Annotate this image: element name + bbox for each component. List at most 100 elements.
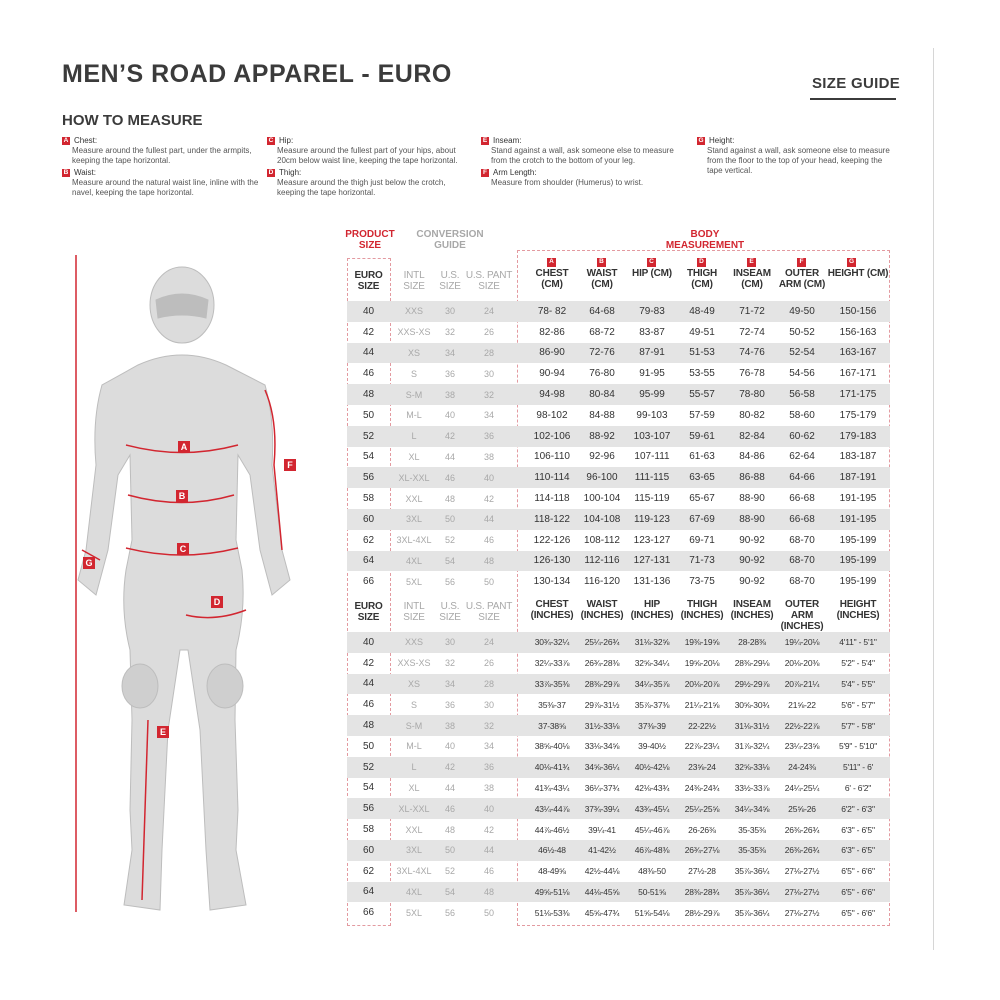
conversion-cell: 50	[483, 907, 494, 918]
measurement-cell: 127-131	[633, 555, 671, 567]
euro-size-cell: 48	[362, 389, 375, 401]
measurement-cell: 107-111	[634, 451, 670, 463]
instruction-text: Stand against a wall, ask someone else t…	[707, 146, 890, 175]
measurement-cell: 80-84	[589, 389, 615, 401]
conversion-cell: XXL	[405, 493, 423, 504]
page-title: MEN’S ROAD APPAREL - EURO	[62, 60, 452, 88]
conversion-cell: 56	[444, 576, 455, 587]
instruction-label: Thigh:	[279, 168, 302, 177]
measurement-cell: 38⅝-40⅛	[534, 741, 570, 752]
measurement-cell: 27⅛-27½	[784, 907, 820, 918]
measurement-cell: 66-68	[789, 493, 815, 505]
table-row: 62 3XL-4XL 52 46 48-49⅝ 42½-44⅛ 48⅜-50 27½-28 35…	[347, 861, 890, 882]
measurement-cell: 49-51	[689, 326, 715, 338]
measurement-cell: 20⅛-20⅜	[784, 658, 820, 669]
conversion-cell: 52	[444, 866, 455, 877]
measurement-cell: 28⅜-29⅛	[734, 658, 770, 669]
table-row: 66 5XL 56 50 130-134 116-120 131-136 73-75 90-92…	[347, 571, 890, 592]
measurement-cell: 43¾-45¼	[634, 803, 670, 814]
measure-letter-badge: C	[647, 258, 656, 267]
conversion-cell: 44	[483, 514, 494, 525]
euro-size-cell: 66	[362, 907, 375, 919]
instruction-text: Stand against a wall, ask someone else t…	[491, 146, 674, 165]
measurement-cell: 21¼-21⅝	[684, 699, 720, 710]
instruction-label: Chest:	[74, 136, 98, 145]
conversion-cell: 44	[444, 782, 455, 793]
conversion-cell: 40	[483, 472, 494, 483]
conversion-cell: 3XL	[405, 514, 422, 525]
conversion-cell: L	[411, 762, 417, 773]
measurement-cell: 94-98	[539, 389, 565, 401]
measurement-cell: 90-92	[739, 576, 765, 588]
measurement-cell: 64-68	[589, 305, 615, 317]
conversion-cell: 28	[483, 678, 494, 689]
measurement-cell: 74-76	[739, 347, 765, 359]
instruction-item: G Height: Stand against a wall, ask someon…	[697, 136, 897, 176]
measurement-cell: 39¼-41	[588, 824, 616, 835]
instruction-label: Hip:	[279, 136, 294, 145]
instruction-text: Measure around the fullest part of your …	[277, 146, 458, 165]
measurement-cell: 32¼-33⅞	[534, 658, 570, 669]
conversion-cell: XL-XXL	[398, 803, 430, 814]
conversion-cell: 46	[483, 535, 494, 546]
measure-letter-badge: F	[481, 169, 489, 177]
measurement-cell: 24-24⅜	[788, 762, 816, 773]
column-header: CHEST (CM)	[535, 268, 569, 290]
conversion-cell: 38	[444, 720, 455, 731]
measurement-cell: 67-69	[689, 513, 715, 525]
measurement-cell: 92-96	[589, 451, 615, 463]
measurement-cell: 28⅜-28¾	[684, 886, 720, 897]
measurement-cell: 61-63	[689, 451, 715, 463]
size-guide-label: SIZE GUIDE	[812, 75, 901, 92]
measurement-cell: 191-195	[839, 493, 877, 505]
column-header: U.S. PANT SIZE	[465, 270, 513, 292]
conversion-cell: 40	[444, 741, 455, 752]
measurement-cell: 90-92	[739, 534, 765, 546]
table-row: 64 4XL 54 48 49⅝-51⅛ 44⅛-45⅝ 50-51⅝ 28⅜-28¾ 35⅞-…	[347, 881, 890, 903]
measurement-cell: 6'5" - 6'6"	[841, 866, 875, 877]
conversion-cell: 30	[483, 368, 494, 379]
measurement-cell: 48-49	[689, 305, 715, 317]
product-size-header: PRODUCT SIZE	[345, 229, 395, 251]
measurement-cell: 19¼-20⅛	[784, 637, 820, 648]
measurement-cell: 44⅛-45⅝	[584, 886, 620, 897]
conversion-cell: 5XL	[405, 907, 422, 918]
euro-size-cell: 46	[362, 368, 375, 380]
measurement-cell: 100-104	[583, 493, 621, 505]
measurement-cell: 23⅝-24	[688, 762, 716, 773]
measurement-cell: 71-73	[689, 555, 715, 567]
column-header: OUTER ARM (INCHES)	[780, 599, 824, 632]
conversion-cell: 54	[444, 886, 455, 897]
measurement-cell: 46½-48	[538, 845, 566, 856]
table-row: 54 XL 44 38 106-110 92-96 107-111 61-63 84-86 62-…	[347, 447, 890, 468]
table-row: 44 XS 34 28 86-90 72-76 87-91 51-53 74-76 52-54 16…	[347, 342, 890, 364]
measure-letter-badge: C	[267, 137, 275, 145]
euro-size-cell: 52	[362, 761, 375, 773]
measurement-cell: 51⅛-53⅜	[534, 907, 570, 918]
instruction-column: E Inseam: Stand against a wall, ask someon…	[481, 136, 681, 188]
measurement-cell: 6'3" - 6'5"	[841, 824, 875, 835]
measurement-cell: 102-106	[533, 430, 571, 442]
measurement-cell: 72-76	[589, 347, 615, 359]
figure-label-d: D	[211, 596, 223, 608]
measurement-cell: 31⅛-32⅝	[634, 637, 670, 648]
conversion-cell: 50	[444, 514, 455, 525]
euro-size-cell: 48	[362, 720, 375, 732]
euro-size-cell: 64	[362, 555, 375, 567]
measurement-cell: 6'2" - 6'3"	[841, 803, 875, 814]
instruction-heading: A Chest:	[62, 136, 262, 146]
measurement-cell: 41¾-43¼	[534, 782, 570, 793]
conversion-cell: XXS-XS	[397, 658, 431, 669]
instruction-item: B Waist: Measure around the natural waist …	[62, 168, 262, 198]
measurement-cell: 88-92	[589, 430, 615, 442]
measurement-cell: 45¼-46⅞	[634, 824, 670, 835]
measure-letter-badge: E	[747, 258, 756, 267]
measurement-cell: 35⅞-37⅜	[634, 699, 670, 710]
conversion-cell: 30	[444, 637, 455, 648]
conversion-cell: 32	[444, 658, 455, 669]
measurement-cell: 48⅜-50	[638, 866, 666, 877]
euro-size-cell: 58	[362, 493, 375, 505]
measurement-cell: 25¼-26¾	[584, 637, 620, 648]
table-row: 46 S 36 30 90-94 76-80 91-95 53-55 76-78 54-56 167…	[347, 363, 890, 384]
measurement-cell: 42½-44⅛	[584, 866, 620, 877]
